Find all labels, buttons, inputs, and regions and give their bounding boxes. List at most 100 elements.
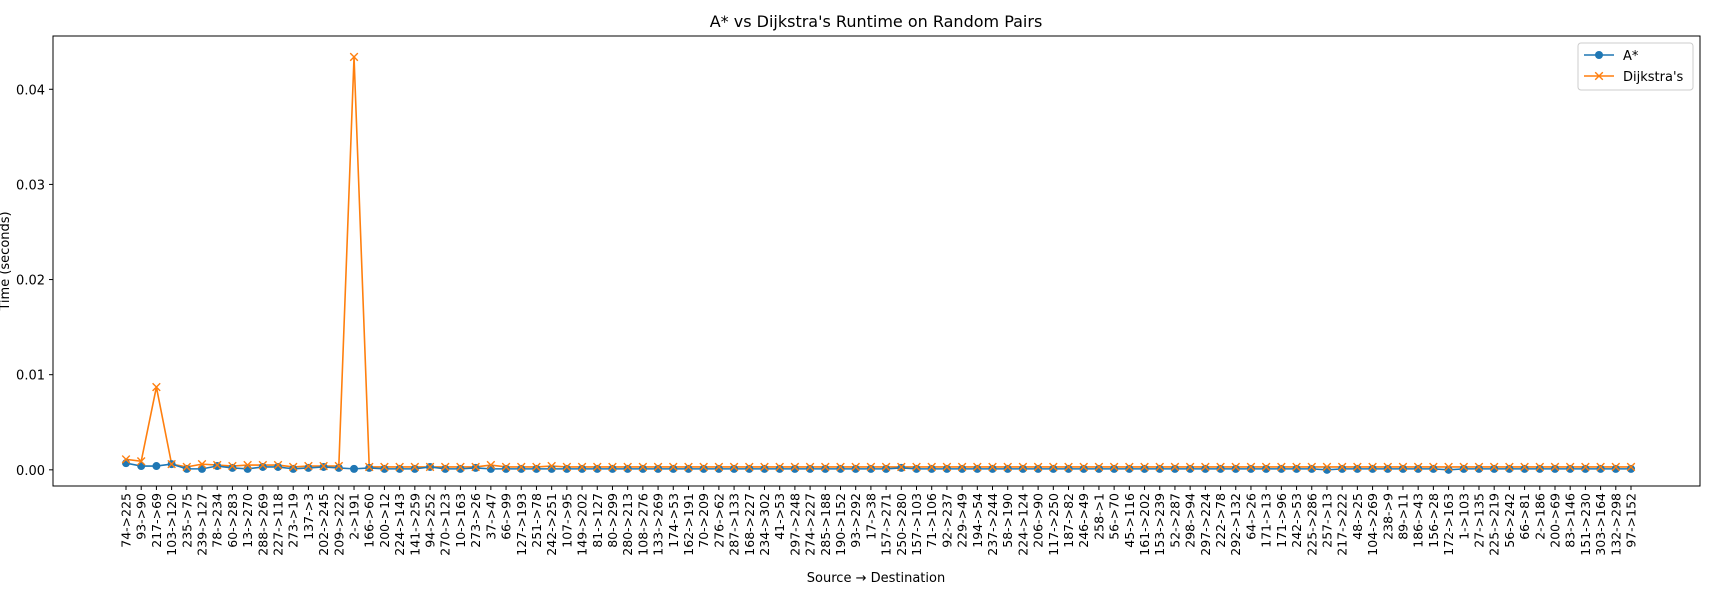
data-point-astar [1003, 464, 1012, 473]
data-point-astar [623, 464, 632, 473]
legend-marker [1594, 71, 1604, 81]
data-point-dijkstra [1140, 462, 1149, 472]
y-tick-label: 0.00 [16, 464, 45, 479]
x-tick-label: 52->287 [1167, 493, 1182, 548]
data-point-astar [1307, 464, 1316, 473]
x-tick-label: 166->60 [362, 493, 377, 548]
x-tick-label: 97->152 [1624, 493, 1639, 548]
data-point-astar [821, 464, 830, 473]
x-tick-label: 107->95 [559, 493, 574, 548]
data-point-astar [1170, 464, 1179, 473]
x-tick-label: 58->190 [1000, 493, 1015, 548]
series-line-0 [125, 462, 1631, 471]
data-point-astar [547, 464, 556, 473]
data-point-astar [927, 464, 936, 473]
data-point-astar [380, 464, 389, 473]
data-point-dijkstra [562, 462, 572, 472]
x-tick-label: 292->132 [1228, 493, 1243, 556]
data-point-astar [1429, 464, 1438, 473]
data-point-dijkstra [1064, 462, 1073, 472]
x-tick-label: 251->78 [529, 493, 544, 548]
data-point-dijkstra [1444, 462, 1453, 472]
x-tick-label: 239->127 [195, 493, 210, 556]
data-point-astar [1611, 464, 1620, 473]
x-tick-label: 234->302 [757, 493, 772, 556]
data-point-astar [730, 464, 739, 473]
x-tick-label: 157->103 [909, 493, 924, 556]
y-tick-label: 0.04 [16, 83, 45, 98]
data-point-astar [775, 464, 784, 473]
data-point-dijkstra [1049, 462, 1058, 472]
x-tick-label: 93->292 [848, 493, 863, 548]
data-point-dijkstra [1170, 462, 1180, 472]
x-tick-label: 156->28 [1426, 493, 1441, 548]
data-point-astar [866, 464, 875, 473]
data-point-dijkstra [1398, 462, 1408, 472]
data-point-astar [486, 464, 495, 473]
data-point-astar [806, 464, 815, 473]
data-point-astar [1338, 464, 1347, 473]
data-point-dijkstra [1033, 462, 1043, 472]
plot-area [121, 52, 1636, 474]
data-point-astar [152, 462, 161, 471]
data-point-dijkstra [881, 462, 891, 472]
x-tick-label: 56->70 [1107, 493, 1122, 540]
x-tick-label: 133->269 [651, 493, 666, 556]
x-tick-label: 209->222 [331, 493, 346, 556]
x-tick-label: 70->209 [696, 493, 711, 548]
data-point-dijkstra [1337, 462, 1347, 472]
data-point-dijkstra [1611, 462, 1621, 472]
data-point-dijkstra [912, 462, 921, 472]
data-point-astar [1414, 464, 1423, 473]
data-point-astar [395, 464, 404, 473]
x-tick-label: 288->269 [255, 493, 270, 556]
data-point-dijkstra [608, 462, 617, 472]
x-axis-label: Source → Destination [807, 571, 945, 586]
data-point-astar [1535, 464, 1544, 473]
x-tick-label: 171->13 [1259, 493, 1274, 548]
legend: A* Dijkstra's [1577, 42, 1694, 91]
x-tick-label: 186->43 [1411, 493, 1426, 548]
data-point-dijkstra [1489, 462, 1499, 472]
data-point-dijkstra [668, 462, 678, 472]
data-point-dijkstra [425, 462, 435, 472]
data-point-dijkstra [684, 462, 693, 472]
x-axis: 74->225 93->90 217->69 103->120 235->75 239->… [119, 486, 1639, 556]
legend-label: Dijkstra's [1623, 70, 1684, 85]
data-point-dijkstra [1246, 462, 1256, 472]
data-point-astar [502, 464, 511, 473]
x-tick-label: 250->280 [894, 493, 909, 556]
x-tick-label: 237->244 [985, 493, 1000, 556]
x-tick-label: 217->69 [149, 493, 164, 548]
data-point-astar [1550, 464, 1559, 473]
data-point-astar [1277, 464, 1286, 473]
data-point-dijkstra [547, 461, 556, 471]
data-point-dijkstra [288, 462, 298, 472]
data-point-dijkstra [1383, 462, 1393, 472]
data-point-dijkstra [942, 462, 952, 472]
data-point-dijkstra [152, 382, 161, 392]
x-tick-label: 153->239 [1152, 493, 1167, 556]
data-point-dijkstra [973, 462, 982, 472]
data-point-astar [274, 462, 283, 471]
data-point-astar [456, 464, 465, 473]
x-tick-label: 242->251 [544, 493, 559, 556]
data-point-dijkstra [638, 462, 648, 472]
x-tick-label: 280->213 [620, 493, 635, 556]
data-point-astar [1064, 464, 1073, 473]
data-point-dijkstra [243, 460, 252, 470]
x-tick-label: 225->286 [1304, 493, 1319, 556]
x-tick-label: 174->53 [666, 493, 681, 548]
x-tick-label: 108->276 [635, 493, 650, 556]
data-point-astar [1140, 464, 1149, 473]
data-point-astar [1201, 464, 1210, 473]
x-tick-label: 276->62 [711, 493, 726, 548]
x-tick-label: 217->222 [1335, 493, 1350, 556]
data-point-astar [258, 462, 267, 471]
data-point-dijkstra [592, 462, 602, 472]
data-point-dijkstra [866, 462, 876, 472]
data-point-astar [1094, 464, 1103, 473]
y-axis-label: Time (seconds) [0, 211, 13, 311]
data-point-astar [1398, 464, 1407, 473]
data-point-dijkstra [380, 462, 389, 472]
